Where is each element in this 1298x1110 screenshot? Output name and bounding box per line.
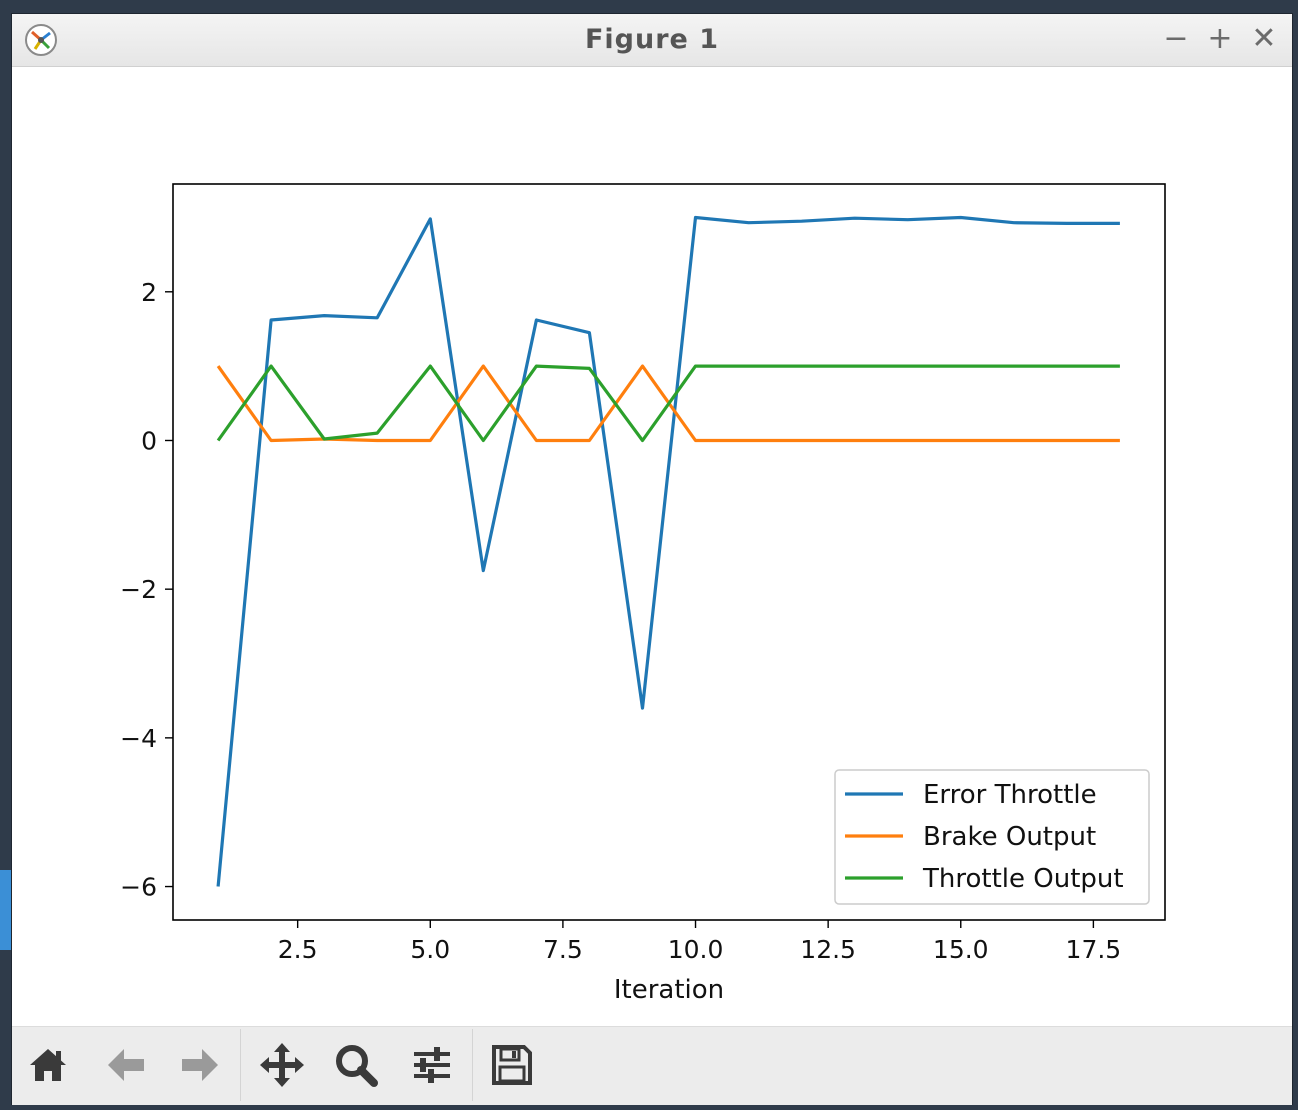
forward-button[interactable] [172,1039,228,1091]
x-tick-label: 12.5 [800,935,856,964]
figure-canvas[interactable]: 2.5 5.0 7.5 10.0 12.5 15.0 17.5 2 0 −2 −4 −6 Iterati… [12,67,1292,1025]
pan-button[interactable] [254,1039,310,1091]
toolbar-separator [472,1029,473,1101]
save-button[interactable] [484,1039,540,1091]
configure-subplots-button[interactable] [404,1039,460,1091]
back-button[interactable] [98,1039,154,1091]
legend: Error Throttle Brake Output Throttle Outpu… [834,769,1150,905]
home-button[interactable] [20,1039,76,1091]
y-tick-label: 0 [141,426,157,455]
series-line-error-throttle [216,215,1120,887]
configure-subplots-icon [414,1047,450,1083]
toolbar-separator [240,1029,241,1101]
y-tick-label: −4 [120,724,157,753]
back-arrow-icon [108,1049,144,1081]
legend-frame [834,769,1150,905]
legend-label: Brake Output [923,822,1096,852]
y-tick-label: −2 [120,575,157,604]
figure-window: Figure 1 − + ✕ 2.5 5.0 7.5 10.0 12.5 15.0 17.5… [12,14,1292,1105]
legend-label: Error Throttle [923,780,1097,810]
background-window-edge [0,870,12,950]
x-axis-label: Iteration [614,975,724,1005]
app-icon [25,24,57,56]
x-tick-label: 7.5 [543,935,583,964]
navigation-toolbar [12,1026,1292,1105]
x-tick-label: 10.0 [668,935,724,964]
zoom-button[interactable] [328,1039,384,1091]
pan-icon [260,1043,304,1087]
minimize-button[interactable]: − [1163,21,1189,56]
forward-arrow-icon [182,1049,218,1081]
window-title: Figure 1 [584,24,720,55]
title-bar[interactable]: Figure 1 − + ✕ [12,14,1292,67]
maximize-button[interactable]: + [1207,21,1233,56]
save-icon [492,1045,532,1085]
home-icon [30,1049,66,1081]
plot-layer: 2.5 5.0 7.5 10.0 12.5 15.0 17.5 2 0 −2 −4 −6 Iterati… [120,183,1166,1005]
close-button[interactable]: ✕ [1251,21,1277,56]
y-tick-label: 2 [141,278,157,307]
y-tick-label: −6 [120,873,157,902]
x-tick-label: 15.0 [933,935,989,964]
x-tick-label: 17.5 [1066,935,1122,964]
series-line-throttle-output [216,364,1120,443]
zoom-icon [336,1045,378,1087]
x-tick-label: 2.5 [278,935,318,964]
legend-label: Throttle Output [922,864,1124,894]
x-tick-label: 5.0 [410,935,450,964]
